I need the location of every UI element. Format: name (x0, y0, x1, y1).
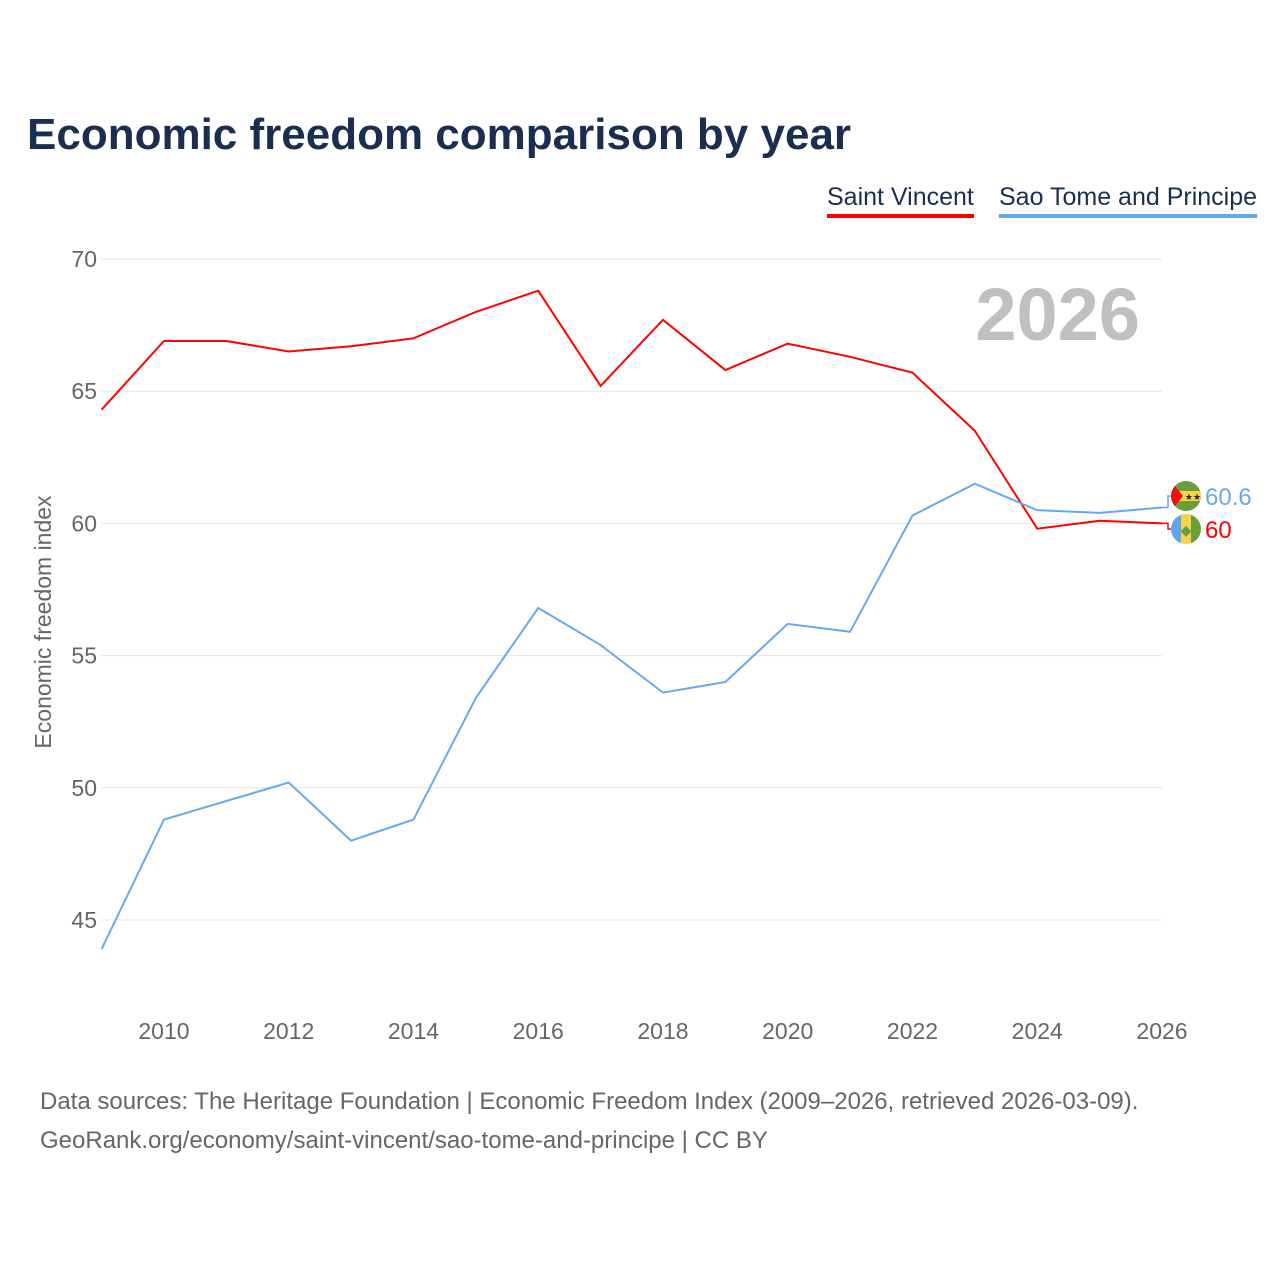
y-tick-label: 55 (71, 643, 97, 669)
data-point[interactable] (473, 695, 479, 701)
data-point[interactable] (1097, 518, 1103, 524)
data-point[interactable] (473, 309, 479, 315)
x-tick-label: 2022 (887, 1018, 938, 1044)
sao-tome-flag-icon: ★★ (1171, 481, 1201, 511)
legend-sao-tome[interactable]: Sao Tome and Principe (999, 183, 1258, 218)
x-tick-label: 2018 (637, 1018, 688, 1044)
footer-url[interactable]: GeoRank.org/economy/saint-vincent/sao-to… (40, 1127, 768, 1154)
y-tick-label: 50 (71, 775, 97, 801)
series-line-0 (100, 289, 1163, 530)
data-point[interactable] (598, 383, 604, 389)
end-value-label: 60.6 (1205, 484, 1252, 511)
data-point[interactable] (847, 629, 853, 635)
year-watermark: 2026 (975, 273, 1140, 356)
y-tick-label: 65 (71, 378, 97, 404)
y-axis-label: Economic freedom index (30, 495, 56, 749)
data-point[interactable] (1034, 526, 1040, 532)
data-point[interactable] (785, 341, 791, 347)
x-tick-label: 2026 (1136, 1018, 1187, 1044)
data-point[interactable] (286, 780, 292, 786)
data-point[interactable] (785, 621, 791, 627)
data-point[interactable] (348, 838, 354, 844)
end-value-label: 60 (1205, 517, 1232, 544)
data-point[interactable] (598, 642, 604, 648)
y-tick-label: 70 (71, 246, 97, 272)
data-point[interactable] (535, 288, 541, 294)
x-tick-label: 2020 (762, 1018, 813, 1044)
data-point[interactable] (410, 335, 416, 341)
y-tick-label: 60 (71, 510, 97, 536)
data-point[interactable] (223, 798, 229, 804)
data-point[interactable] (972, 481, 978, 487)
series-line-1 (100, 482, 1163, 950)
x-tick-label: 2024 (1012, 1018, 1063, 1044)
data-point[interactable] (161, 817, 167, 823)
data-point[interactable] (660, 317, 666, 323)
svg-text:★★: ★★ (1185, 492, 1201, 502)
data-point[interactable] (660, 690, 666, 696)
data-point[interactable] (847, 354, 853, 360)
x-tick-label: 2010 (138, 1018, 189, 1044)
x-tick-label: 2016 (513, 1018, 564, 1044)
x-tick-label: 2014 (388, 1018, 439, 1044)
data-point[interactable] (722, 367, 728, 373)
data-point[interactable] (722, 679, 728, 685)
data-point[interactable] (410, 817, 416, 823)
data-point[interactable] (348, 343, 354, 349)
x-tick-label: 2012 (263, 1018, 314, 1044)
data-point[interactable] (1097, 510, 1103, 516)
data-point[interactable] (535, 605, 541, 611)
saint-vincent-flag-icon: ◆ (1171, 514, 1201, 544)
data-point[interactable] (99, 407, 105, 413)
y-tick-label: 45 (71, 907, 97, 933)
data-point[interactable] (161, 338, 167, 344)
data-point[interactable] (909, 370, 915, 376)
data-point[interactable] (286, 349, 292, 355)
data-point[interactable] (99, 946, 105, 952)
chart-title: Economic freedom comparison by year (27, 110, 852, 159)
legend-saint-vincent[interactable]: Saint Vincent (827, 183, 974, 218)
footer-sources: Data sources: The Heritage Foundation | … (40, 1088, 1139, 1115)
data-point[interactable] (972, 428, 978, 434)
data-point[interactable] (1034, 507, 1040, 513)
data-point[interactable] (909, 512, 915, 518)
svg-text:◆: ◆ (1181, 522, 1192, 538)
data-point[interactable] (223, 338, 229, 344)
